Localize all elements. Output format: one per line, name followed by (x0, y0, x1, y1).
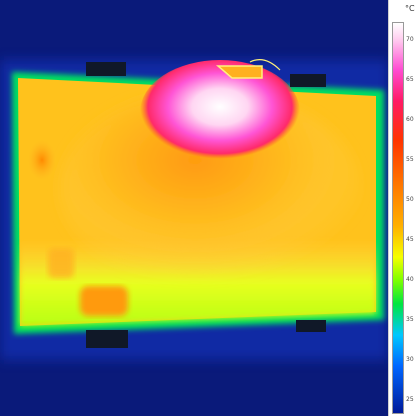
scale-tick-label: 25 (406, 396, 414, 403)
scale-tick-label: 45 (406, 236, 414, 243)
thermal-image (0, 58, 388, 360)
hotspot (140, 60, 300, 164)
left-warm-spot (28, 140, 56, 180)
scale-tick-label: 55 (406, 156, 414, 163)
top-connector (215, 65, 263, 79)
lower-left-warm-spot (48, 248, 74, 278)
scale-tick-label: 60 (406, 116, 414, 123)
bottom-left-clip (86, 330, 128, 348)
scale-tick-label: 50 (406, 196, 414, 203)
scale-tick-label: 40 (406, 276, 414, 283)
top-left-clip (86, 62, 126, 76)
scale-tick-label: 30 (406, 356, 414, 363)
bottom-warm-spot (80, 286, 128, 316)
bottom-right-clip (296, 320, 326, 332)
scale-tick-label: 35 (406, 316, 414, 323)
scale-unit-label: °C (405, 4, 415, 13)
scale-tick-label: 70 (406, 36, 414, 43)
scale-tick-label: 65 (406, 76, 414, 83)
scale-gradient (392, 22, 404, 414)
temperature-scale: °C 70 65 60 55 50 45 40 35 30 25 (388, 0, 416, 416)
top-right-clip (290, 74, 326, 87)
top-wire (249, 58, 281, 71)
